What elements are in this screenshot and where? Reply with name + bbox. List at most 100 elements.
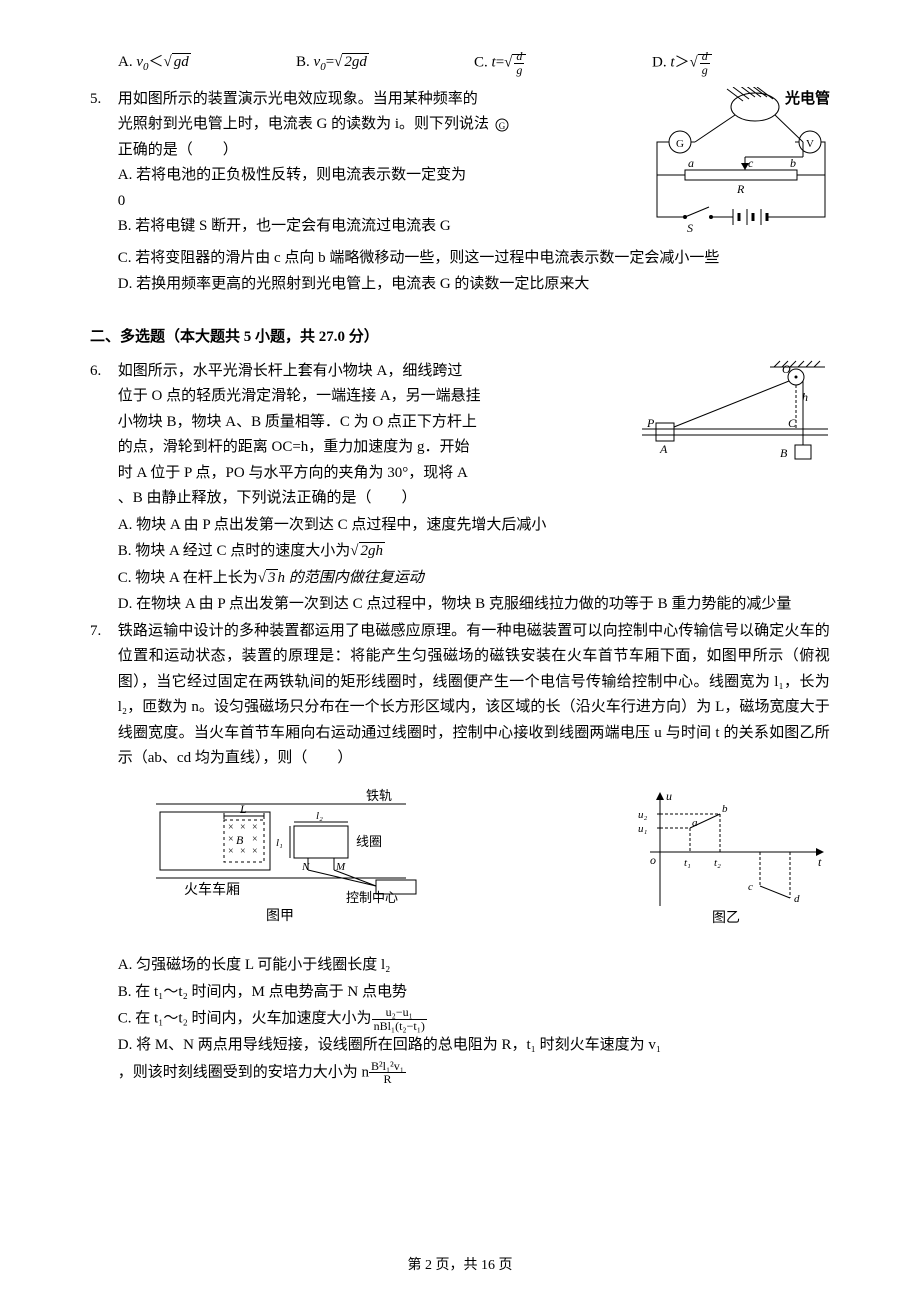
svg-text:G: G <box>676 138 684 150</box>
svg-text:×: × <box>228 834 234 845</box>
q4-opt-a: A. v0＜√gd <box>118 50 296 77</box>
stem-line: 正确的是（ ） <box>118 138 617 164</box>
rel: = <box>326 54 334 70</box>
q7-opt-b: B. 在 t₁～t₂ 时间内，M 点电势高于 N 点电势 <box>118 980 830 1006</box>
svg-text:u: u <box>666 789 672 803</box>
svg-text:B: B <box>236 833 244 847</box>
train-coil-diagram-icon: 铁轨 ××× ×× ××× B <box>146 786 436 926</box>
opt-text: B. 物块 A 经过 C 点时的速度大小为 <box>118 543 351 559</box>
frac-num: u₂−u₁ <box>372 1006 427 1020</box>
q4-opt-d: D. t＞√dg <box>652 50 830 77</box>
q7-options: A. 匀强磁场的长度 L 可能小于线圈长度 l₂ B. 在 t₁～t₂ 时间内，… <box>118 953 830 1086</box>
radicand: 3 <box>266 569 278 586</box>
svg-text:G: G <box>499 121 506 131</box>
question-number: 6. <box>90 359 114 385</box>
voltage-time-graph-icon: u t o u₁ u₂ a <box>620 786 830 926</box>
q6-opt-d: D. 在物块 A 由 P 点出发第一次到达 C 点过程中，物块 B 克服细线拉力… <box>118 592 830 618</box>
stem-line: 的点，滑轮到杆的距离 OC=h，重力加速度为 g．开始 <box>118 435 632 461</box>
svg-text:S: S <box>687 221 693 235</box>
radicand: 2gd <box>342 53 369 70</box>
opt-label: B. <box>296 54 310 70</box>
q7-stem: 铁路运输中设计的多种装置都运用了电磁感应原理。有一种电磁装置可以向控制中心传输信… <box>118 619 830 772</box>
q5-opt-a-cont: 0 <box>118 189 617 215</box>
stem-line: 小物块 B，物块 A、B 质量相等．C 为 O 点正下方杆上 <box>118 410 632 436</box>
svg-text:×: × <box>240 822 246 833</box>
stem-line: 如图所示，水平光滑长杆上套有小物块 A，细线跨过 <box>118 359 632 385</box>
question-number: 7. <box>90 619 114 645</box>
q5-opt-d: D. 若换用频率更高的光照射到光电管上，电流表 G 的读数一定比原来大 <box>118 272 830 298</box>
q7-figures: 铁轨 ××× ×× ××× B <box>146 786 830 936</box>
svg-text:光电管: 光电管 <box>784 89 830 107</box>
svg-text:t₂: t₂ <box>714 857 721 869</box>
svg-text:l₂: l₂ <box>316 810 323 822</box>
q6-stem: 如图所示，水平光滑长杆上套有小物块 A，细线跨过 位于 O 点的轻质光滑定滑轮，… <box>118 359 632 487</box>
svg-text:×: × <box>252 846 258 857</box>
q7-figure-2: u t o u₁ u₂ a <box>620 786 830 936</box>
frac-den: nBl₁(t₂−t₁) <box>372 1020 427 1033</box>
q5-opt-b: B. 若将电键 S 断开，也一定会有电流流过电流表 G <box>118 214 617 240</box>
svg-text:L: L <box>239 802 247 816</box>
q7-figure-1: 铁轨 ××× ×× ××× B <box>146 786 436 936</box>
frac-num: d <box>514 50 524 64</box>
q4-options: A. v0＜√gd B. v0=√2gd C. t=√dg D. t＞√dg <box>118 50 830 77</box>
opt-label: A. <box>118 54 133 70</box>
question-5: 5. 用如图所示的装置演示光电效应现象。当用某种频率的 光照射到光电管上时，电流… <box>90 87 830 298</box>
page: A. v0＜√gd B. v0=√2gd C. t=√dg D. t＞√dg 5… <box>0 0 920 1302</box>
meter-g-inline-icon: G <box>493 118 511 132</box>
stem-line: 时 A 位于 P 点，PO 与水平方向的夹角为 30°，现将 A <box>118 461 632 487</box>
q7-opt-a: A. 匀强磁场的长度 L 可能小于线圈长度 l₂ <box>118 953 830 979</box>
page-footer: 第 2 页，共 16 页 <box>0 1254 920 1278</box>
svg-text:×: × <box>240 846 246 857</box>
q4-opt-c: C. t=√dg <box>474 50 652 77</box>
svg-text:a: a <box>688 156 694 170</box>
svg-text:b: b <box>722 803 728 815</box>
q7-opt-d-line2: ，则该时刻线圈受到的安培力大小为 nB²l₁²v₁R <box>118 1060 830 1086</box>
q6-opt-a: A. 物块 A 由 P 点出发第一次到达 C 点过程中，速度先增大后减小 <box>118 513 830 539</box>
svg-text:N: N <box>301 861 310 873</box>
question-6: 6. 如图所示，水平光滑长杆上套有小物块 A，细线跨过 位于 O 点的轻质光滑定… <box>90 359 830 619</box>
frac-den: g <box>700 64 710 77</box>
svg-text:u₂: u₂ <box>638 809 648 821</box>
svg-text:×: × <box>228 822 234 833</box>
stem-line: 光照射到光电管上时，电流表 G 的读数为 i。则下列说法 G <box>118 112 617 138</box>
svg-text:c: c <box>748 156 754 170</box>
svg-text:O: O <box>782 362 791 376</box>
q6-options: A. 物块 A 由 P 点出发第一次到达 C 点过程中，速度先增大后减小 B. … <box>118 513 830 618</box>
opt-text: C. 在 t₁～t₂ 时间内，火车加速度大小为 <box>118 1011 372 1027</box>
svg-text:t₁: t₁ <box>684 857 691 869</box>
radicand: 2gh <box>359 542 386 559</box>
svg-text:R: R <box>736 182 745 196</box>
q4-opt-b: B. v0=√2gd <box>296 50 474 77</box>
svg-text:图乙: 图乙 <box>712 910 740 926</box>
stem-line: 位于 O 点的轻质光滑定滑轮，一端连接 A，另一端悬挂 <box>118 384 632 410</box>
opt-text: ，则该时刻线圈受到的安培力大小为 n <box>118 1064 369 1080</box>
stem-line: 、B 由静止释放，下列说法正确的是（ ） <box>118 486 830 512</box>
svg-text:a: a <box>692 817 698 829</box>
opt-label: D. <box>652 55 667 71</box>
svg-text:u₁: u₁ <box>638 823 648 835</box>
photoelectric-circuit-icon: 光电管 G V <box>625 87 830 237</box>
frac-num: d <box>700 50 710 64</box>
q5-opt-c: C. 若将变阻器的滑片由 c 点向 b 端略微移动一些，则这一过程中电流表示数一… <box>118 246 830 272</box>
q6-opt-c: C. 物块 A 在杆上长为√3h 的范围内做往复运动 <box>118 566 830 592</box>
stem-line: 用如图所示的装置演示光电效应现象。当用某种频率的 <box>118 87 617 113</box>
section-2-title: 二、多选题（本大题共 5 小题，共 27.0 分） <box>90 325 830 351</box>
svg-text:l₁: l₁ <box>276 837 283 849</box>
q5-opt-a: A. 若将电池的正负极性反转，则电流表示数一定变为 <box>118 163 617 189</box>
svg-text:×: × <box>252 834 258 845</box>
var: v <box>136 54 143 70</box>
svg-text:d: d <box>794 893 800 905</box>
q5-figure: 光电管 G V <box>625 87 830 247</box>
radicand: gd <box>172 53 191 70</box>
svg-text:P: P <box>646 416 655 430</box>
svg-text:B: B <box>780 446 788 460</box>
q6-figure: O P A h C <box>640 359 830 479</box>
svg-text:图甲: 图甲 <box>266 909 294 924</box>
svg-text:控制中心: 控制中心 <box>346 890 398 905</box>
svg-text:o: o <box>650 853 656 867</box>
stem-text: 光照射到光电管上时，电流表 G 的读数为 i。则下列说法 <box>118 116 489 132</box>
pulley-rod-icon: O P A h C <box>640 359 830 469</box>
opt-text: h 的范围内做往复运动 <box>278 570 424 586</box>
question-7: 7. 铁路运输中设计的多种装置都运用了电磁感应原理。有一种电磁装置可以向控制中心… <box>90 619 830 1087</box>
rel: = <box>496 55 504 71</box>
